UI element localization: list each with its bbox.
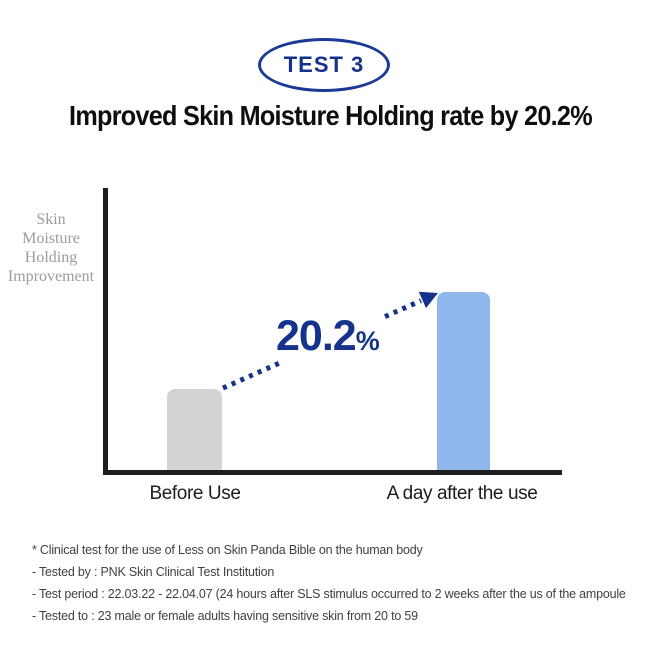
footnote-line: * Clinical test for the use of Less on S…	[32, 543, 423, 557]
improvement-value: 20.2	[276, 312, 357, 360]
test-badge-label: TEST 3	[283, 52, 365, 77]
increase-arrow	[221, 291, 438, 391]
increase-arrow-segment-right	[383, 298, 423, 319]
increase-arrow-head	[418, 291, 438, 309]
test-badge: TEST 3	[258, 38, 390, 92]
bar-before-use	[167, 389, 222, 470]
category-label-a-day-after: A day after the use	[386, 483, 538, 504]
footnotes: * Clinical test for the use of Less on S…	[32, 539, 647, 627]
y-axis-label: Skin Moisture Holding Improvement	[0, 210, 102, 286]
y-axis-label-line: Skin	[36, 211, 66, 228]
y-axis-line	[103, 188, 108, 475]
increase-arrow-segment-left	[221, 359, 285, 391]
category-label-before-use: Before Use	[149, 483, 241, 504]
y-axis-label-line: Improvement	[7, 268, 95, 285]
y-axis-label-line: Holding	[24, 249, 78, 266]
bar-a-day-after	[437, 292, 490, 470]
page-title: Improved Skin Moisture Holding rate by 2…	[69, 100, 593, 131]
improvement-annotation: 20.2%	[276, 315, 380, 358]
y-axis-label-line: Moisture	[22, 230, 80, 247]
x-axis-line	[103, 470, 562, 475]
improvement-unit: %	[355, 326, 380, 356]
title-wrap: Improved Skin Moisture Holding rate by 2…	[0, 100, 661, 132]
footnote-line: - Tested by : PNK Skin Clinical Test Ins…	[32, 565, 275, 579]
footnote-line: - Test period : 22.03.22 - 22.04.07 (24 …	[32, 587, 626, 601]
footnote-line: - Tested to : 23 male or female adults h…	[32, 609, 418, 623]
